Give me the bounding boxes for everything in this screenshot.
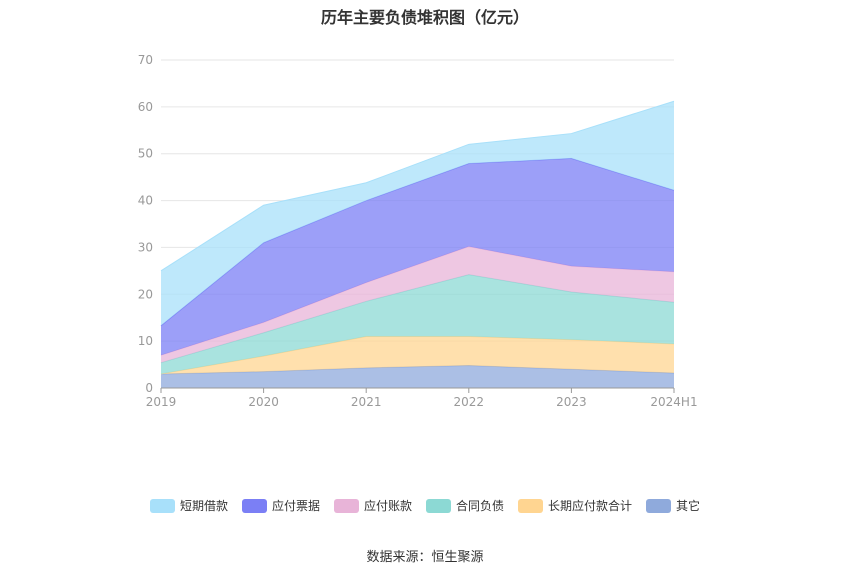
legend-label: 应付票据	[271, 499, 320, 513]
legend-item[interactable]: 长期应付款合计	[518, 497, 632, 514]
legend-swatch	[241, 498, 267, 513]
chart-title: 历年主要负债堆积图（亿元）	[320, 8, 529, 27]
legend-swatch	[518, 498, 544, 513]
y-tick-label: 10	[138, 334, 153, 348]
legend-swatch	[149, 498, 175, 513]
y-tick-label: 40	[138, 194, 153, 208]
area-series-5	[161, 101, 674, 326]
y-tick-label: 30	[138, 240, 153, 254]
x-tick-label: 2019	[146, 395, 177, 409]
y-tick-label: 50	[138, 147, 153, 161]
x-tick-label: 2022	[454, 395, 485, 409]
area-series-2	[161, 274, 674, 374]
x-tick-label: 2020	[248, 395, 279, 409]
legend-label: 其它	[676, 499, 701, 513]
x-tick-label: 2023	[556, 395, 587, 409]
legend-swatch	[646, 498, 672, 513]
legend-swatch	[333, 498, 359, 513]
y-tick-label: 70	[138, 53, 153, 67]
x-tick-label: 2021	[351, 395, 382, 409]
area-series-3	[161, 246, 674, 363]
area-edge-5	[160, 100, 675, 272]
y-tick-label: 0	[145, 381, 153, 395]
area-series-4	[161, 158, 674, 356]
legend-item[interactable]: 应付票据	[241, 497, 320, 514]
x-tick-label: 2024H1	[650, 395, 697, 409]
legend-label: 长期应付款合计	[548, 499, 633, 513]
area-series-1	[161, 336, 674, 374]
legend-item[interactable]: 其它	[646, 497, 700, 514]
legend-label: 合同负债	[456, 499, 505, 513]
legend: 短期借款 应付票据 应付账款 合同负债 长期应付款合计 其它	[0, 497, 850, 514]
data-source-note: 数据来源：恒生聚源	[366, 550, 484, 565]
y-tick-label: 20	[138, 287, 153, 301]
legend-swatch	[426, 498, 451, 513]
legend-label: 短期借款	[179, 499, 228, 513]
legend-item[interactable]: 应付账款	[333, 497, 412, 514]
legend-label: 应付账款	[363, 499, 412, 513]
legend-item[interactable]: 短期借款	[149, 497, 228, 514]
legend-item[interactable]: 合同负债	[426, 497, 504, 514]
y-tick-label: 60	[138, 100, 153, 114]
